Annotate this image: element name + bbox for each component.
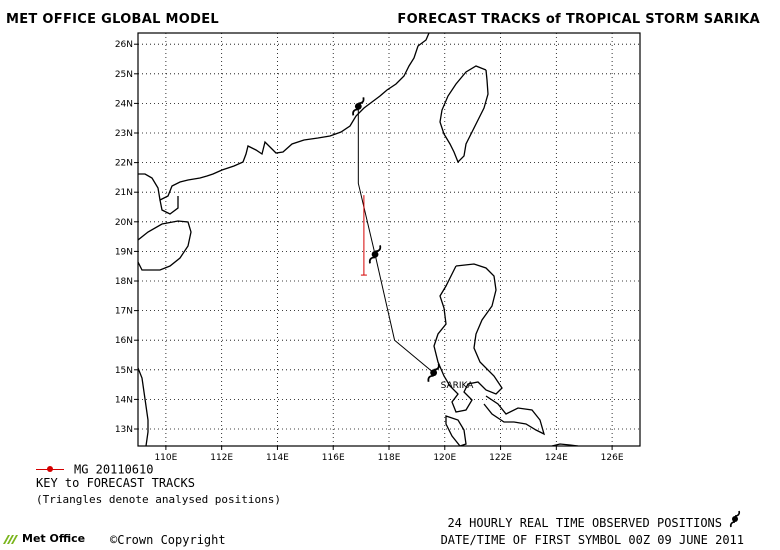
latitude-axis: 26N 25N 24N 23N 22N 21N 20N 19N 18N 17N 16N 15N 14N 1… [115, 40, 138, 435]
storm-name-label: SARIKA [441, 381, 475, 391]
longitude-label: 126E [601, 453, 624, 463]
observed-positions-note: 24 HOURLY REAL TIME OBSERVED POSITIONS [447, 516, 722, 530]
latitude-label: 21N [115, 188, 133, 198]
met-office-logo-mark [3, 535, 18, 544]
tropical-storm-symbol-icon [729, 510, 741, 528]
legend-entry: MG 20110610 [36, 462, 153, 477]
latitude-label: 17N [115, 307, 133, 317]
mindoro-island [445, 415, 467, 446]
track-layer [352, 97, 440, 382]
legend-label: MG 20110610 [74, 462, 154, 477]
key-title: KEY to FORECAST TRACKS [36, 476, 195, 490]
latitude-label: 15N [115, 366, 133, 376]
longitude-axis: 110E 112E 114E 116E 118E 120E 122E 124E 126E [154, 446, 624, 463]
vietnam-coastline [138, 367, 149, 446]
legend-red-track-swatch [36, 465, 64, 475]
latitude-label: 25N [115, 70, 133, 80]
chart-title-right: FORECAST TRACKS of TROPICAL STORM SARIKA [397, 12, 760, 27]
longitude-label: 110E [154, 453, 177, 463]
latitude-label: 13N [115, 425, 133, 435]
latitude-label: 24N [115, 99, 133, 109]
latitude-label: 19N [115, 247, 133, 257]
longitude-label: 116E [322, 453, 345, 463]
copyright-notice: ©Crown Copyright [110, 533, 226, 547]
taiwan-island [439, 65, 489, 164]
hainan-island [138, 220, 192, 271]
chart-title-left: MET OFFICE GLOBAL MODEL [6, 12, 219, 27]
china-coastline [138, 33, 430, 201]
longitude-label: 124E [545, 453, 568, 463]
latitude-label: 14N [115, 395, 133, 405]
luzon-island [433, 263, 503, 413]
latitude-label: 22N [115, 159, 133, 169]
leizhou-peninsula [159, 196, 179, 215]
tropical-storm-symbol-icon [427, 363, 440, 382]
coastlines [138, 33, 579, 446]
key-note: (Triangles denote analysed positions) [36, 493, 282, 506]
latitude-label: 26N [115, 40, 133, 50]
longitude-label: 122E [489, 453, 512, 463]
longitude-label: 120E [433, 453, 456, 463]
latitude-label: 16N [115, 336, 133, 346]
tropical-storm-final-symbol-icon [352, 97, 365, 116]
logo-text: Met Office [22, 532, 86, 545]
longitude-label: 118E [378, 453, 401, 463]
latitude-label: 18N [115, 277, 133, 287]
met-office-logo: Met Office [2, 532, 85, 545]
first-symbol-datetime: DATE/TIME OF FIRST SYMBOL 00Z 09 JUNE 20… [440, 533, 744, 547]
longitude-label: 114E [266, 453, 289, 463]
latitude-label: 20N [115, 218, 133, 228]
latitude-label: 23N [115, 129, 133, 139]
longitude-label: 112E [210, 453, 233, 463]
tropical-storm-symbol-icon [368, 245, 382, 264]
visayas-islands [483, 395, 546, 436]
